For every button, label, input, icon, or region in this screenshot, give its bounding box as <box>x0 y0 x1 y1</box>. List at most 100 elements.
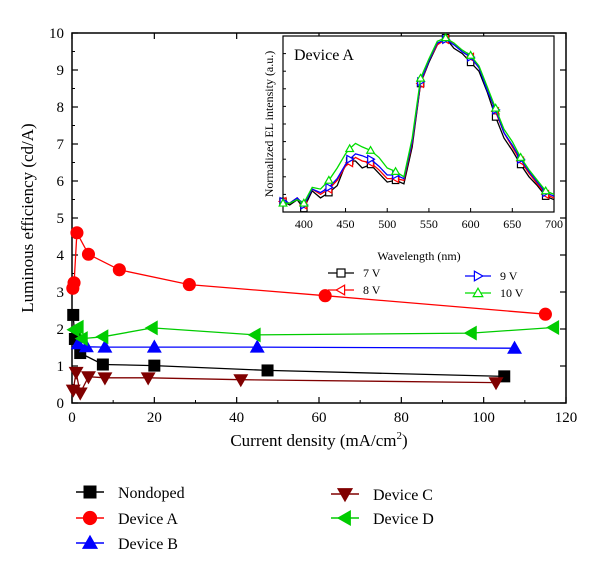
data-point <box>488 377 504 391</box>
data-point <box>67 276 81 290</box>
data-point <box>70 319 84 335</box>
data-point <box>140 372 156 386</box>
inset-data-point <box>440 32 451 42</box>
x-tick-label: 120 <box>555 410 578 426</box>
inset-legend-label: 7 V <box>363 266 381 280</box>
inset-x-axis-title: Wavelength (nm) <box>377 249 460 263</box>
inset-x-tick-label: 550 <box>420 217 438 231</box>
legend-marker <box>336 488 354 503</box>
inset-data-point <box>415 73 426 82</box>
inset-legend-label: 9 V <box>500 269 518 283</box>
inset-legend-marker <box>334 284 346 296</box>
inset-legend-label: 8 V <box>363 283 381 297</box>
inset-data-point <box>390 166 401 175</box>
inset-data-point <box>490 103 501 112</box>
y-tick-label: 0 <box>57 396 65 412</box>
inset-legend-label: 10 V <box>500 286 524 300</box>
inset-data-point <box>278 198 288 207</box>
series-nondoped <box>67 308 511 383</box>
y-tick-label: 7 <box>57 137 65 153</box>
inset-x-tick-label: 650 <box>503 217 521 231</box>
inset-data-point <box>323 175 334 184</box>
legend-marker <box>82 510 98 526</box>
inset-data-point <box>344 143 355 153</box>
data-point <box>81 371 96 385</box>
inset-axis-ticks: 400 450 500 550 600 650 700 <box>283 35 563 231</box>
series-device-c <box>65 366 504 401</box>
inset-data-point <box>298 198 309 207</box>
data-point <box>97 372 113 386</box>
legend-marker <box>336 509 351 527</box>
data-point <box>72 387 88 401</box>
legend-label: Device C <box>373 487 433 504</box>
main-series-group <box>65 226 560 401</box>
inset-title: Device A <box>294 47 354 64</box>
x-tick-label: 100 <box>472 410 495 426</box>
data-point <box>144 320 158 336</box>
inset-data-point <box>465 50 476 59</box>
inset-legend-marker <box>473 270 485 282</box>
data-point <box>68 366 84 380</box>
main-legend: Nondoped Device A Device B Device C Device D <box>76 485 434 553</box>
x-tick-label: 20 <box>147 410 162 426</box>
x-tick-label: 60 <box>312 410 327 426</box>
data-point <box>249 339 265 353</box>
data-point <box>507 340 523 354</box>
data-point <box>70 336 86 350</box>
legend-label: Device B <box>118 536 178 553</box>
data-point <box>67 308 80 321</box>
data-point <box>70 226 84 240</box>
series-device-b <box>70 336 523 354</box>
data-point <box>148 359 161 372</box>
data-point <box>74 331 88 347</box>
y-tick-label: 2 <box>57 322 65 338</box>
legend-label: Device A <box>118 511 178 528</box>
inset-x-tick-label: 600 <box>462 217 480 231</box>
legend-label: Device D <box>373 511 434 528</box>
series-line <box>72 372 497 395</box>
x-tick-label: 0 <box>68 410 76 426</box>
legend-marker <box>81 534 99 549</box>
data-point <box>146 339 162 353</box>
y-tick-label: 1 <box>57 359 65 375</box>
data-point <box>318 289 332 303</box>
y-tick-label: 6 <box>57 174 65 190</box>
data-point <box>182 278 196 292</box>
legend-marker <box>83 485 97 499</box>
data-point <box>95 329 109 345</box>
main-x-axis-title: Current density (mA/cm2) <box>230 430 407 450</box>
series-line <box>77 343 515 349</box>
data-point <box>463 325 477 341</box>
data-point <box>112 263 126 277</box>
y-tick-label: 9 <box>57 63 65 79</box>
data-point <box>233 374 249 388</box>
main-y-axis-title: Luminous efficiency (cd/A) <box>18 123 37 312</box>
inset-series-10-v <box>278 32 555 207</box>
x-tick-label: 80 <box>394 410 409 426</box>
x-tick-label: 40 <box>229 410 244 426</box>
inset-series-group <box>277 32 555 213</box>
series-line <box>72 230 546 315</box>
y-tick-label: 10 <box>49 26 64 42</box>
data-point <box>78 339 94 353</box>
inset-legend-marker <box>472 286 484 298</box>
data-point <box>498 370 511 383</box>
series-line <box>72 314 505 378</box>
inset-data-point <box>365 145 376 154</box>
data-point <box>81 247 96 261</box>
y-tick-label: 3 <box>57 285 65 301</box>
series-device-d <box>66 319 560 347</box>
inset-data-point <box>367 154 376 165</box>
inset-data-point <box>515 152 526 161</box>
inset-data-point <box>540 185 551 195</box>
inset-legend-marker <box>336 268 346 278</box>
inset-legend: 7 V 8 V 9 V 10 V <box>328 266 524 300</box>
inset-data-point <box>325 182 334 193</box>
y-tick-label: 8 <box>57 100 65 116</box>
y-tick-label: 5 <box>57 211 65 227</box>
inset-y-axis-title: Normalized EL intensity (a.u.) <box>262 51 276 198</box>
data-point <box>546 320 560 335</box>
data-point <box>247 327 261 343</box>
inset-data-point <box>346 154 355 165</box>
